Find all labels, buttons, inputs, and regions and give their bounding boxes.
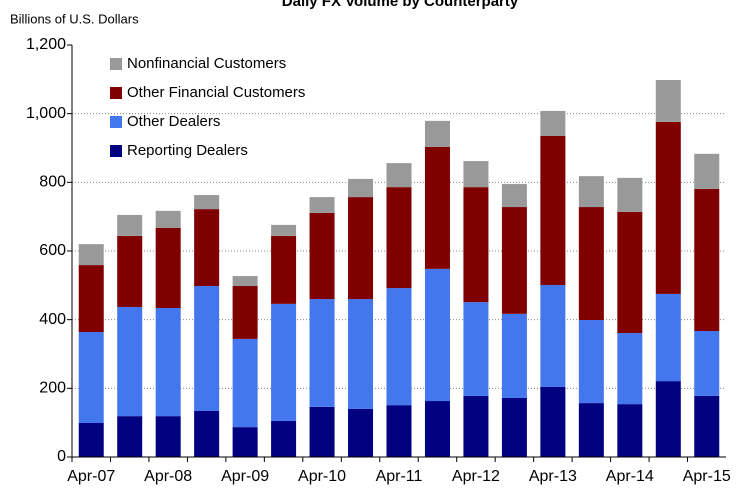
legend-label: Nonfinancial Customers bbox=[127, 55, 286, 72]
bar-segment bbox=[463, 187, 489, 303]
bar-segment bbox=[309, 212, 335, 300]
bar-segment bbox=[271, 303, 297, 421]
bar-segment bbox=[501, 207, 527, 314]
bar-segment bbox=[694, 188, 720, 331]
y-tick-label: 800 bbox=[39, 174, 66, 191]
bar-segment bbox=[578, 320, 604, 404]
bar-segment bbox=[232, 427, 258, 457]
bar-segment bbox=[617, 333, 643, 405]
bar-segment bbox=[694, 395, 720, 457]
bar-segment bbox=[348, 408, 374, 457]
bar-segment bbox=[424, 401, 450, 457]
bar-segment bbox=[578, 403, 604, 457]
bar-segment bbox=[78, 265, 104, 333]
y-tick-label: 1,000 bbox=[26, 105, 66, 122]
x-tick-label: Apr-14 bbox=[606, 468, 654, 485]
y-tick-label: 400 bbox=[39, 311, 66, 328]
bar-segment bbox=[540, 135, 566, 285]
bar-segment bbox=[348, 299, 374, 409]
bar-segment bbox=[540, 110, 566, 136]
bar-segment bbox=[155, 227, 181, 308]
bar-segment bbox=[424, 268, 450, 402]
bar-segment bbox=[271, 235, 297, 304]
bar-segment bbox=[617, 177, 643, 212]
y-tick-label: 0 bbox=[57, 448, 66, 465]
bar-segment bbox=[232, 286, 258, 339]
bar-segment bbox=[501, 184, 527, 208]
y-tick-label: 200 bbox=[39, 380, 66, 397]
x-tick-label: Apr-08 bbox=[144, 468, 192, 485]
bar-segment bbox=[386, 163, 412, 188]
x-tick-label: Apr-10 bbox=[298, 468, 346, 485]
bar-segment bbox=[578, 176, 604, 208]
legend-swatch bbox=[110, 58, 122, 70]
bar-segment bbox=[463, 395, 489, 457]
bar-segment bbox=[117, 416, 143, 457]
bar-segment bbox=[155, 210, 181, 228]
x-tick-label: Apr-12 bbox=[452, 468, 500, 485]
bar-segment bbox=[424, 120, 450, 147]
bar-segment bbox=[424, 146, 450, 269]
bar-segment bbox=[655, 121, 681, 294]
bar-segment bbox=[271, 224, 297, 236]
legend-label: Reporting Dealers bbox=[127, 142, 248, 159]
bar-segment bbox=[271, 420, 297, 457]
bar-segment bbox=[232, 338, 258, 428]
legend-swatch bbox=[110, 87, 122, 99]
bar-segment bbox=[694, 330, 720, 396]
bar-segment bbox=[386, 187, 412, 289]
bar-segment bbox=[386, 405, 412, 457]
bar-segment bbox=[578, 207, 604, 321]
bar-segment bbox=[540, 284, 566, 387]
bar-segment bbox=[655, 381, 681, 457]
bar-segment bbox=[194, 410, 220, 457]
bar-segment bbox=[309, 197, 335, 213]
bar-segment bbox=[348, 178, 374, 198]
bar-segment bbox=[232, 276, 258, 287]
bar-segment bbox=[655, 80, 681, 122]
x-tick-label: Apr-11 bbox=[376, 468, 423, 485]
bar-segment bbox=[194, 209, 220, 287]
bar-segment bbox=[78, 423, 104, 457]
bar-segment bbox=[501, 313, 527, 398]
bar-segment bbox=[155, 416, 181, 457]
y-axis-label: Billions of U.S. Dollars bbox=[10, 11, 139, 26]
bar-segment bbox=[155, 307, 181, 417]
bar-segment bbox=[309, 406, 335, 457]
x-tick-label: Apr-09 bbox=[221, 468, 269, 485]
bar-segment bbox=[694, 153, 720, 189]
bar-segment bbox=[386, 288, 412, 406]
bar-segment bbox=[501, 397, 527, 457]
bar-segment bbox=[117, 235, 143, 307]
legend-swatch bbox=[110, 116, 122, 128]
x-tick-label: Apr-07 bbox=[67, 468, 115, 485]
legend-label: Other Dealers bbox=[127, 113, 220, 130]
x-tick-label: Apr-15 bbox=[683, 468, 731, 485]
bar-segment bbox=[540, 386, 566, 457]
bar-segment bbox=[194, 195, 220, 210]
bar-segment bbox=[78, 244, 104, 266]
x-tick-label: Apr-13 bbox=[529, 468, 577, 485]
bar-segment bbox=[117, 306, 143, 417]
legend-label: Other Financial Customers bbox=[127, 84, 305, 101]
legend-swatch bbox=[110, 145, 122, 157]
bar-segment bbox=[463, 302, 489, 396]
bar-segment bbox=[348, 197, 374, 300]
bar-segment bbox=[617, 211, 643, 334]
bar-segment bbox=[117, 214, 143, 236]
bar-segment bbox=[463, 161, 489, 188]
bar-segment bbox=[617, 404, 643, 457]
bar-segment bbox=[655, 293, 681, 382]
y-tick-label: 600 bbox=[39, 242, 66, 259]
bar-segment bbox=[194, 286, 220, 411]
bar-segment bbox=[78, 332, 104, 424]
chart-title: Daily FX Volume by Counterparty bbox=[282, 0, 519, 10]
bar-segment bbox=[309, 299, 335, 407]
y-tick-label: 1,200 bbox=[26, 36, 66, 53]
